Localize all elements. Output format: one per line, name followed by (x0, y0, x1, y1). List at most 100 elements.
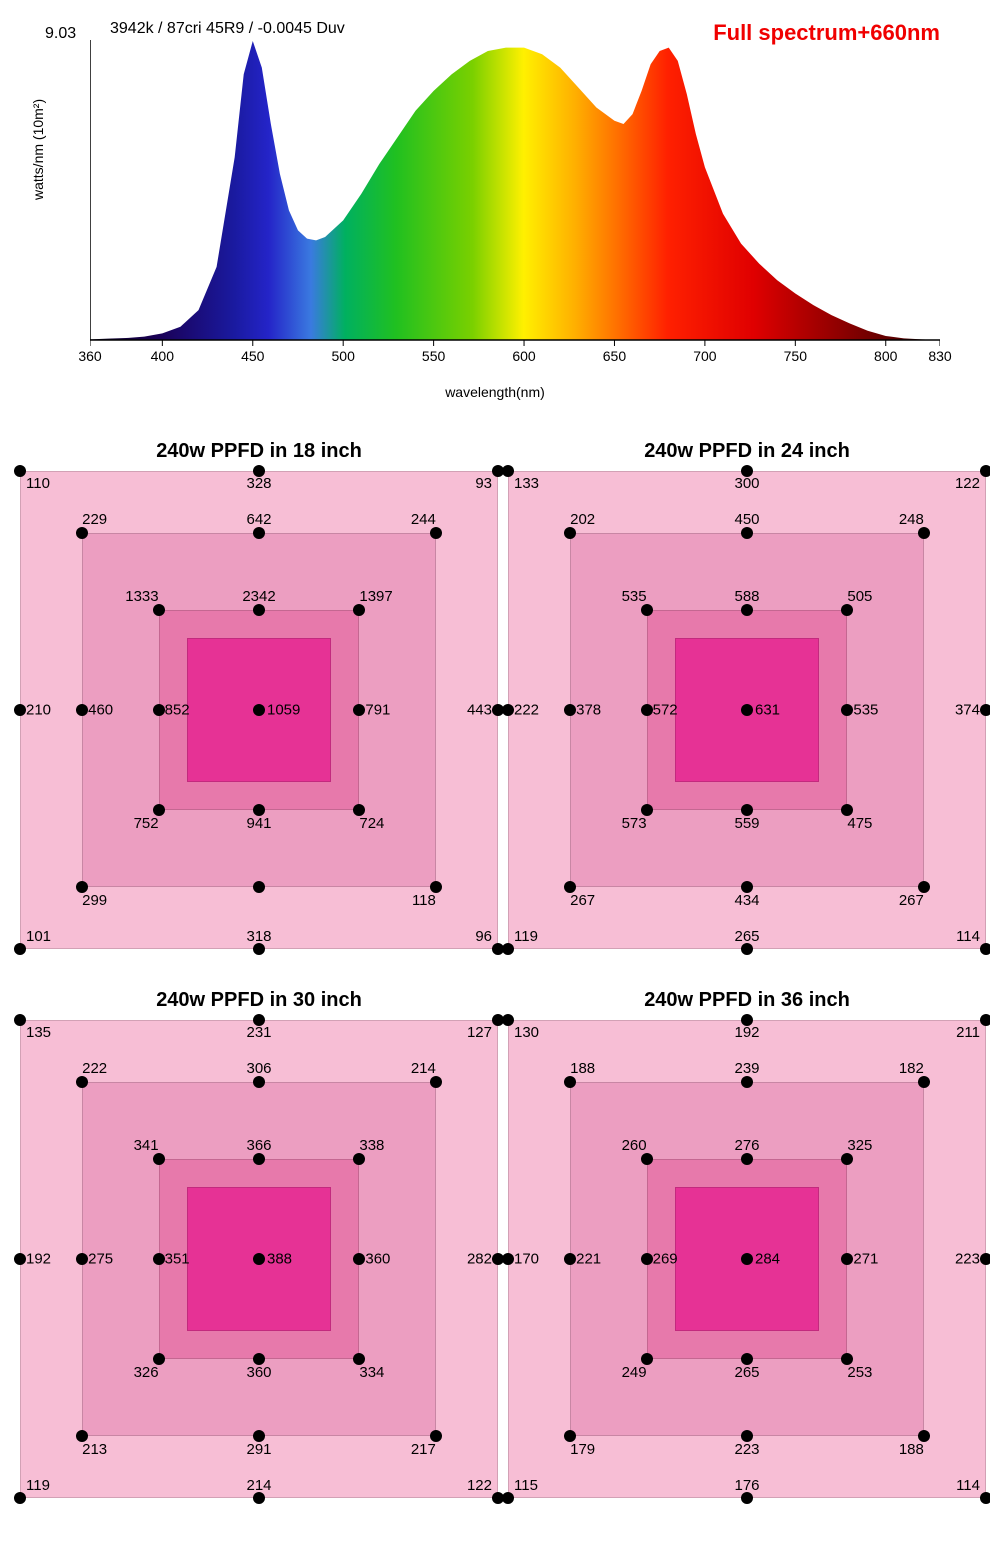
x-tick-label: 700 (693, 348, 716, 364)
ppfd-value: 110 (26, 475, 50, 492)
ppfd-value: 2342 (242, 588, 275, 605)
ppfd-value: 460 (88, 702, 113, 719)
ppfd-value: 559 (734, 815, 759, 832)
ppfd-value: 179 (570, 1441, 595, 1458)
ppfd-value: 96 (475, 928, 492, 945)
ppfd-point (14, 1253, 26, 1265)
ppfd-value: 267 (570, 892, 595, 909)
ppfd-value: 115 (514, 1477, 538, 1494)
ppfd-map: 240w PPFD in 36 inch13021111511419217017… (508, 989, 986, 1498)
ppfd-value: 122 (955, 475, 980, 492)
ppfd-point (502, 465, 514, 477)
ppfd-point (741, 1076, 753, 1088)
ppfd-map: 240w PPFD in 18 inch11093101963282103184… (20, 440, 498, 949)
ppfd-value: 275 (88, 1251, 113, 1268)
ppfd-value: 101 (26, 928, 51, 945)
ppfd-value: 176 (734, 1477, 759, 1494)
ppfd-point (841, 604, 853, 616)
ppfd-map: 240w PPFD in 24 inch13312211911430022226… (508, 440, 986, 949)
ppfd-point (641, 604, 653, 616)
x-tick-label: 450 (241, 348, 264, 364)
ppfd-value: 188 (899, 1441, 924, 1458)
ppfd-value: 1333 (125, 588, 158, 605)
ppfd-value: 222 (82, 1060, 107, 1077)
ppfd-title: 240w PPFD in 18 inch (20, 440, 498, 463)
ppfd-point (980, 1253, 990, 1265)
ppfd-point (353, 604, 365, 616)
ppfd-value: 271 (853, 1251, 878, 1268)
ppfd-value: 325 (847, 1137, 872, 1154)
ppfd-point (14, 704, 26, 716)
ppfd-point (980, 1492, 990, 1504)
ppfd-point (741, 1153, 753, 1165)
ppfd-point (253, 1153, 265, 1165)
ppfd-value: 443 (467, 702, 492, 719)
ppfd-point (353, 1253, 365, 1265)
ppfd-box: 1331221191143002222653742022482672674503… (508, 471, 986, 949)
ppfd-value: 366 (246, 1137, 271, 1154)
ppfd-value: 253 (847, 1364, 872, 1381)
ppfd-point (153, 704, 165, 716)
ppfd-value: 282 (467, 1251, 492, 1268)
ppfd-point (564, 704, 576, 716)
ppfd-point (76, 704, 88, 716)
ppfd-point (564, 527, 576, 539)
ppfd-point (153, 604, 165, 616)
ppfd-value: 229 (82, 511, 107, 528)
ppfd-value: 318 (246, 928, 271, 945)
ppfd-point (76, 1076, 88, 1088)
ppfd-value: 269 (653, 1251, 678, 1268)
ppfd-value: 260 (622, 1137, 647, 1154)
ppfd-point (502, 1253, 514, 1265)
ppfd-point (76, 527, 88, 539)
ppfd-value: 475 (847, 815, 872, 832)
ppfd-value: 223 (734, 1441, 759, 1458)
ppfd-point (641, 704, 653, 716)
ppfd-value: 93 (475, 475, 492, 492)
ppfd-value: 852 (165, 702, 190, 719)
ppfd-point (153, 1153, 165, 1165)
ppfd-value: 119 (26, 1477, 50, 1494)
ppfd-point (741, 1253, 753, 1265)
ppfd-point (253, 1253, 265, 1265)
spectrum-info-text: 3942k / 87cri 45R9 / -0.0045 Duv (110, 20, 345, 38)
ppfd-point (741, 527, 753, 539)
x-tick-label: 650 (603, 348, 626, 364)
ppfd-value: 188 (570, 1060, 595, 1077)
ppfd-value: 213 (82, 1441, 107, 1458)
ppfd-value: 505 (847, 588, 872, 605)
x-tick-label: 550 (422, 348, 445, 364)
x-tick-label: 500 (332, 348, 355, 364)
ppfd-value: 1059 (267, 702, 300, 719)
ppfd-value: 244 (411, 511, 436, 528)
ppfd-point (430, 527, 442, 539)
ppfd-value: 642 (246, 511, 271, 528)
ppfd-value: 941 (246, 815, 271, 832)
ppfd-value: 791 (365, 702, 390, 719)
ppfd-value: 291 (246, 1441, 271, 1458)
ppfd-value: 360 (246, 1364, 271, 1381)
ppfd-point (253, 604, 265, 616)
ppfd-point (76, 1253, 88, 1265)
ppfd-value: 118 (412, 892, 436, 909)
ppfd-value: 450 (734, 511, 759, 528)
ppfd-point (353, 704, 365, 716)
ppfd-value: 267 (899, 892, 924, 909)
ppfd-value: 222 (514, 702, 539, 719)
ppfd-point (253, 527, 265, 539)
ppfd-value: 306 (246, 1060, 271, 1077)
ppfd-value: 326 (134, 1364, 159, 1381)
ppfd-point (253, 881, 265, 893)
ppfd-value: 202 (570, 511, 595, 528)
ppfd-value: 752 (134, 815, 159, 832)
ppfd-value: 192 (26, 1251, 51, 1268)
ppfd-value: 631 (755, 702, 780, 719)
ppfd-value: 214 (411, 1060, 436, 1077)
ppfd-value: 334 (359, 1364, 384, 1381)
ppfd-value: 588 (734, 588, 759, 605)
ppfd-point (14, 1492, 26, 1504)
ppfd-value: 374 (955, 702, 980, 719)
ppfd-point (918, 527, 930, 539)
ppfd-point (741, 604, 753, 616)
ppfd-value: 214 (246, 1477, 271, 1494)
